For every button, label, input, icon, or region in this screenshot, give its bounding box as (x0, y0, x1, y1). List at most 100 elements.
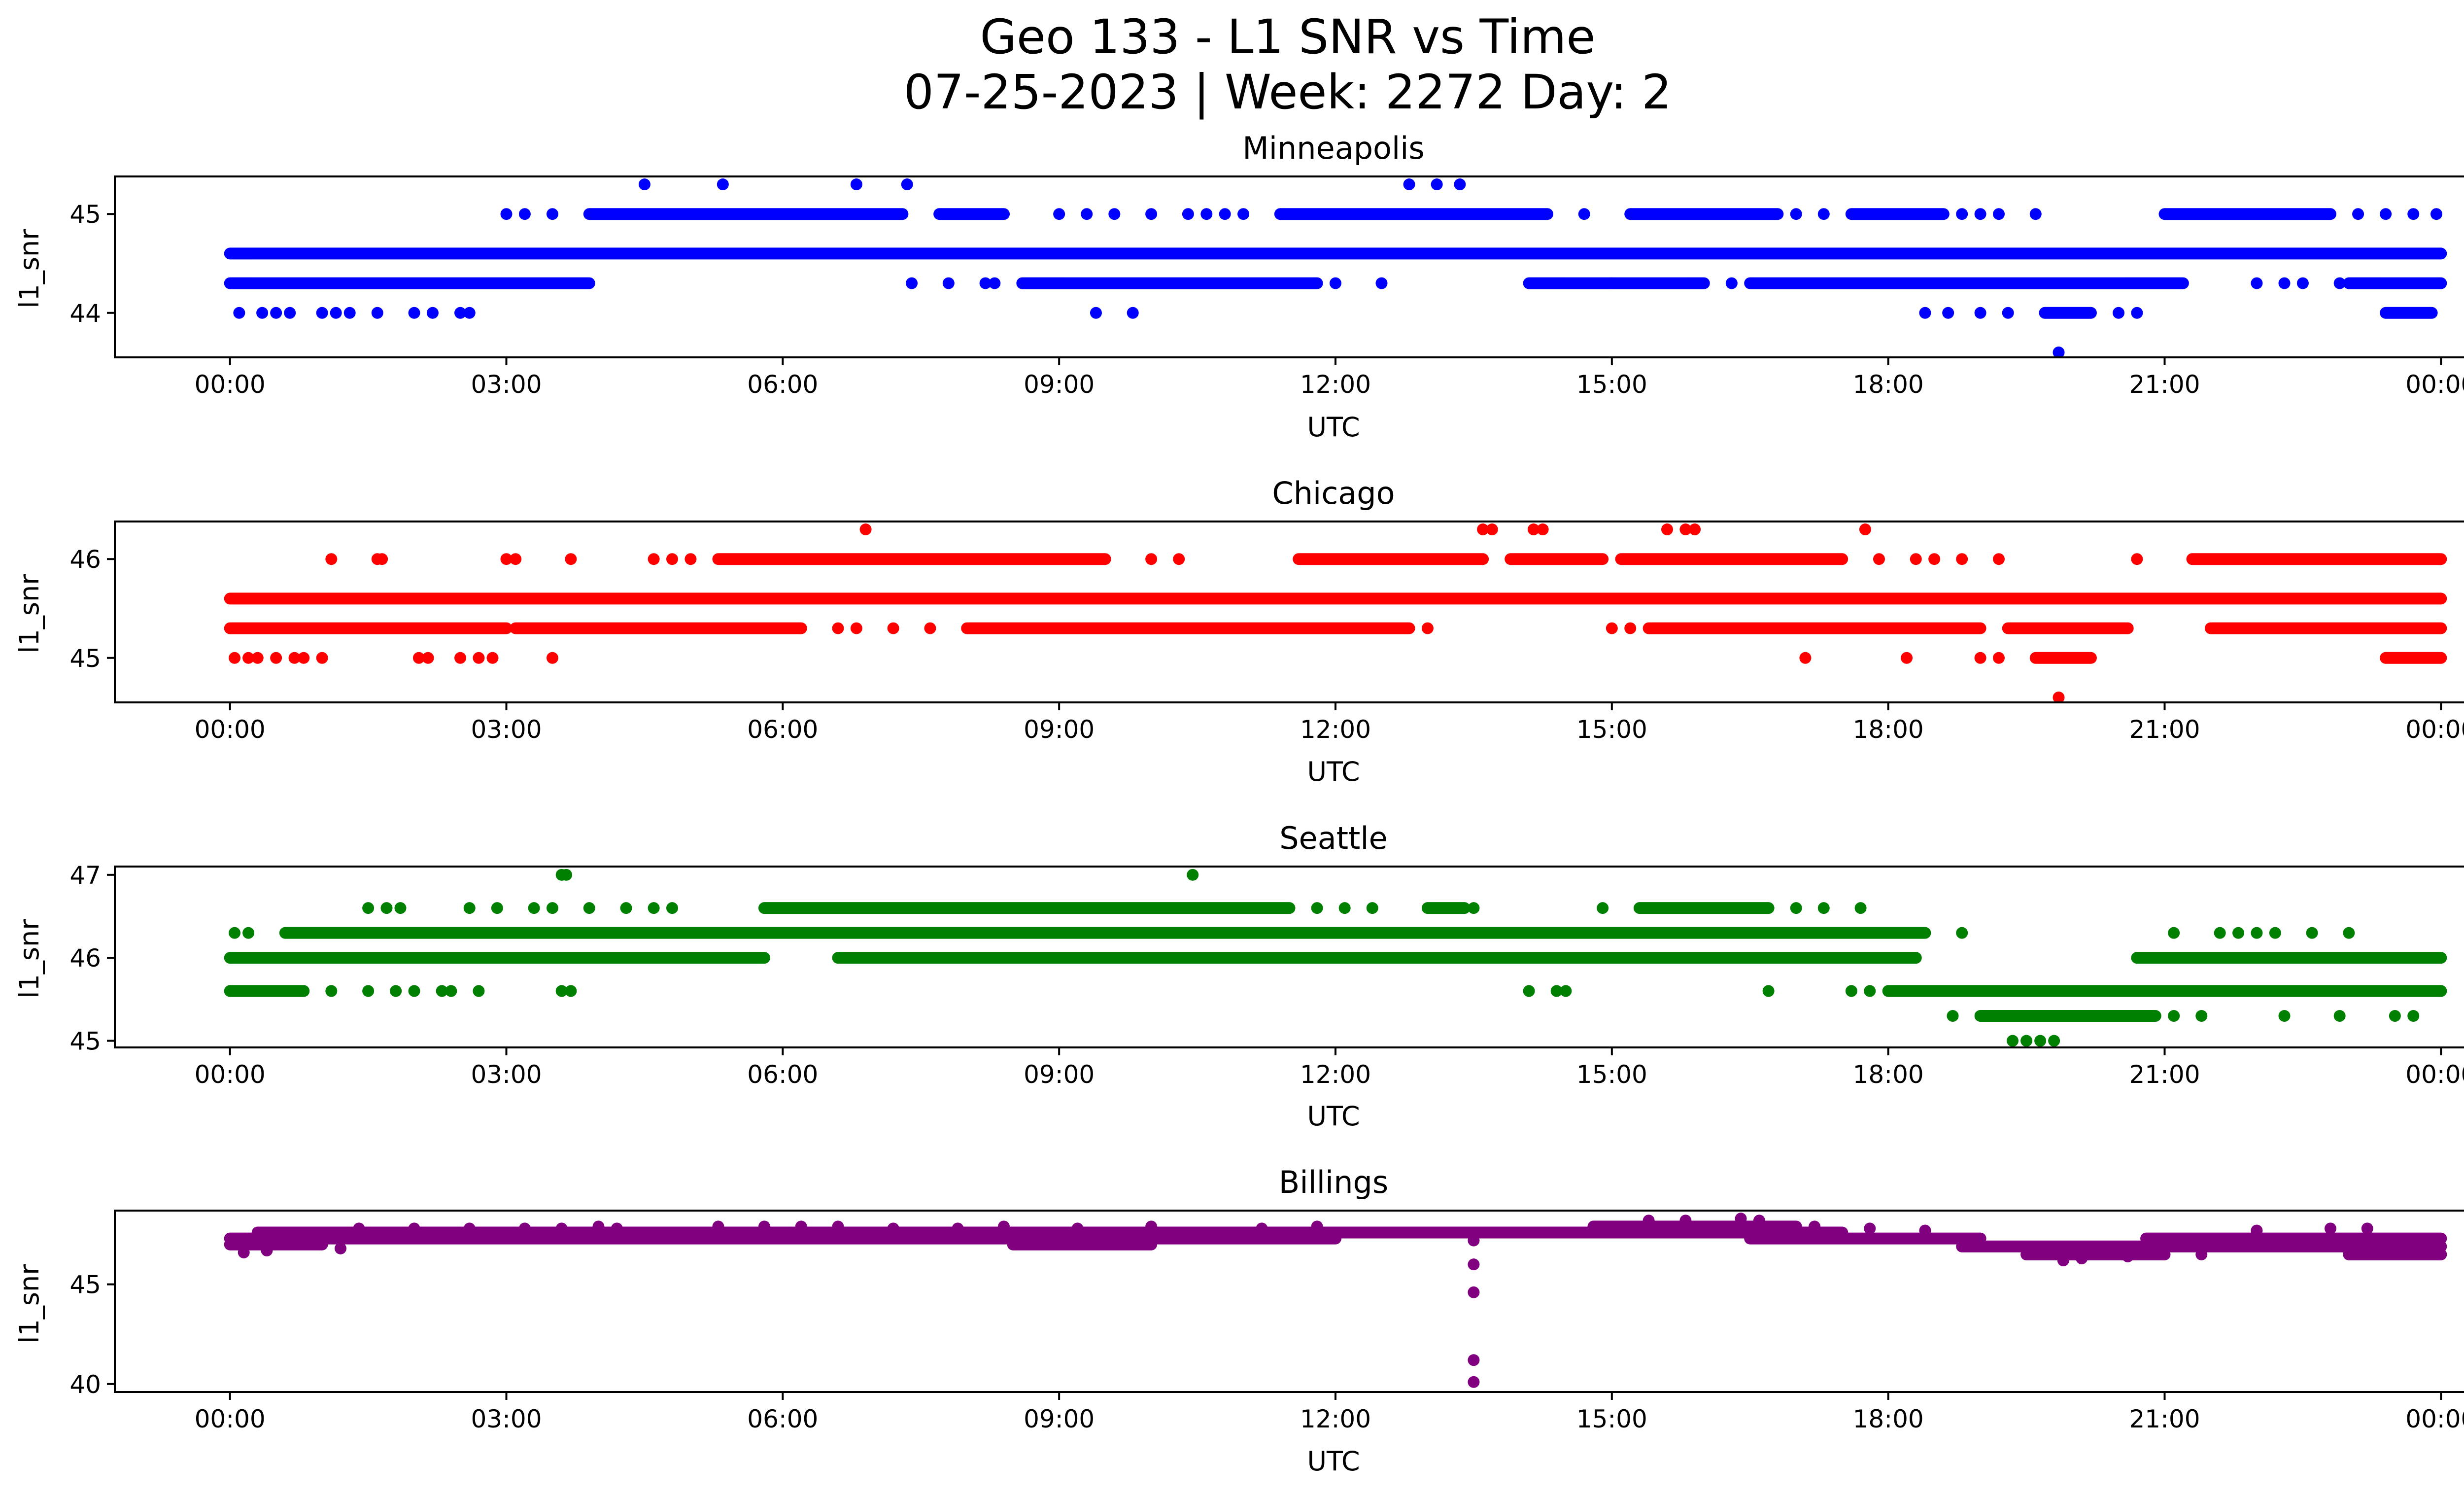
scatter-points (224, 1213, 2447, 1388)
x-tick-label: 21:00 (2129, 1405, 2200, 1433)
data-point (1854, 902, 1867, 914)
data-point (330, 307, 342, 319)
data-point (288, 652, 301, 664)
level-band-point-run (2204, 622, 2447, 634)
data-point (1454, 178, 1466, 191)
data-point (486, 652, 499, 664)
data-point (463, 307, 476, 319)
data-point (850, 178, 862, 191)
x-tick-label: 09:00 (1024, 715, 1095, 744)
panel-chicago: Chicago UTC l1_snr 00:00 03:00 06:00 09:00 1… (14, 475, 2464, 787)
data-point (270, 307, 282, 319)
data-point (2398, 1246, 2410, 1258)
data-point (1919, 1224, 1931, 1237)
data-point (376, 553, 388, 565)
scatter-points (224, 523, 2447, 702)
data-point (666, 553, 679, 565)
data-point (408, 307, 420, 319)
data-point (251, 652, 264, 664)
data-point (1606, 277, 1618, 289)
panel-minneapolis: Minneapolis UTC l1_snr 00:00 03:00 06:00 09… (14, 130, 2464, 443)
level-band-point-run (2158, 208, 2336, 220)
x-tick-label: 06:00 (747, 1405, 818, 1433)
data-point (1992, 553, 2005, 565)
data-point (2361, 1222, 2373, 1235)
panel-billings: Billings UTC l1_snr 00:00 03:00 06:00 09:00… (14, 1164, 2464, 1477)
data-point (1311, 1220, 1323, 1233)
x-tick-label: 06:00 (747, 370, 818, 399)
data-point (1468, 1286, 1480, 1298)
level-band-point-run (2186, 553, 2447, 565)
panel-title: Chicago (1272, 475, 1395, 511)
data-point (1809, 1220, 1821, 1233)
x-tick-label: 09:00 (1024, 1060, 1095, 1089)
data-point (2131, 553, 2143, 565)
data-point (325, 553, 338, 565)
data-point (1679, 1215, 1692, 1227)
data-point (648, 902, 660, 914)
x-tick-label: 18:00 (1853, 1060, 1924, 1089)
y-axis-label: l1_snr (14, 919, 45, 999)
data-point (1901, 652, 1913, 664)
level-band-point-run (1274, 208, 1553, 220)
y-axis-label: l1_snr (14, 574, 45, 654)
data-point (412, 652, 425, 664)
data-point (463, 1222, 476, 1235)
x-tick-label: 00:00 (2405, 1060, 2464, 1089)
data-point (1403, 178, 1415, 191)
data-point (463, 902, 476, 914)
x-axis-label: UTC (1307, 756, 1360, 787)
x-tick-label: 12:00 (1300, 715, 1371, 744)
x-tick-label: 15:00 (1576, 1060, 1647, 1089)
data-point (316, 652, 328, 664)
data-point (229, 652, 241, 664)
data-point (1753, 1215, 1765, 1227)
data-point (2232, 927, 2245, 939)
data-point (832, 622, 844, 634)
data-point (2352, 208, 2364, 220)
data-point (1311, 902, 1323, 914)
x-tick-label: 00:00 (195, 715, 266, 744)
data-point (924, 622, 936, 634)
data-point (284, 307, 296, 319)
data-point (2113, 307, 2125, 319)
x-tick-label: 00:00 (195, 1060, 266, 1089)
data-point (2214, 927, 2226, 939)
data-point (1859, 523, 1871, 536)
data-point (2333, 1010, 2346, 1022)
data-point (620, 902, 632, 914)
data-point (1790, 208, 1802, 220)
data-point (1873, 553, 1885, 565)
x-tick-label: 06:00 (747, 1060, 818, 1089)
data-point (1947, 1010, 1959, 1022)
level-band-point-run (251, 1226, 1471, 1239)
data-point (1256, 1222, 1268, 1235)
data-point (1864, 985, 1876, 997)
data-point (555, 1222, 568, 1235)
data-point (261, 1244, 273, 1256)
data-point (666, 902, 679, 914)
y-tick-label: 45 (69, 1027, 101, 1056)
data-point (1468, 1234, 1480, 1247)
data-point (1090, 307, 1102, 319)
data-point (2168, 927, 2180, 939)
data-point (500, 208, 513, 220)
data-point (1762, 985, 1775, 997)
data-point (592, 1220, 605, 1233)
data-point (979, 277, 992, 289)
data-point (1992, 208, 2005, 220)
data-point (1992, 652, 2005, 664)
data-point (2333, 277, 2346, 289)
level-band-point-run (1744, 277, 2189, 289)
level-band-point-run (1643, 622, 1986, 634)
data-point (325, 985, 338, 997)
x-tick-label: 21:00 (2129, 715, 2200, 744)
x-tick-label: 12:00 (1300, 1405, 1371, 1433)
data-point (2007, 1035, 2019, 1047)
data-point (2380, 208, 2392, 220)
y-tick-label: 45 (69, 1271, 101, 1299)
level-band-point-run (933, 208, 1010, 220)
data-point (518, 208, 531, 220)
y-tick-label: 46 (69, 944, 101, 973)
data-point (2251, 927, 2263, 939)
